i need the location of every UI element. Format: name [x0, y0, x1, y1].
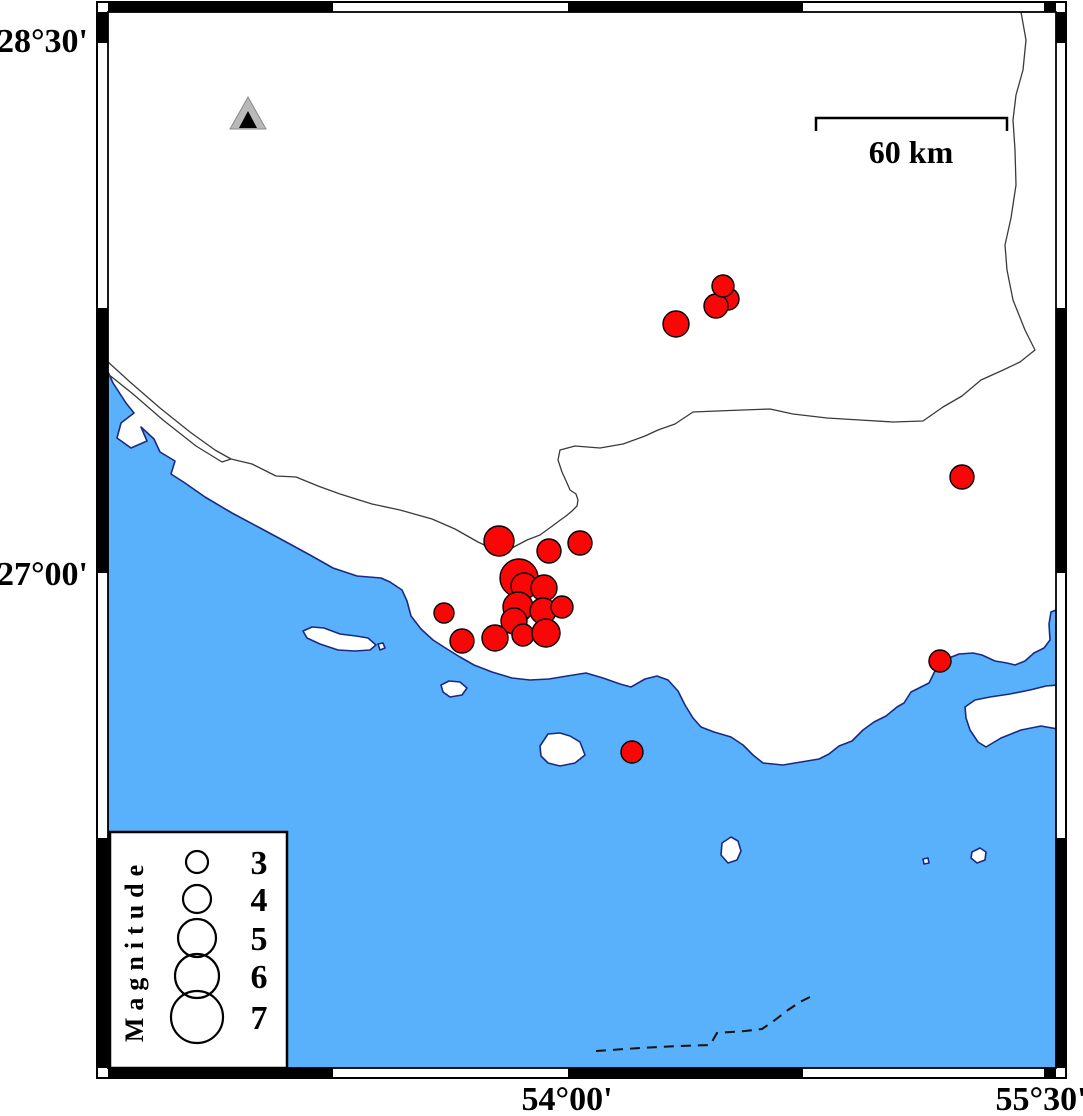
boundary-line [108, 12, 1036, 552]
legend-magnitude-label: 3 [251, 845, 268, 882]
scale-bar: 60 km [814, 116, 1009, 170]
frame-segment [1056, 838, 1066, 1068]
frame-segment [1056, 308, 1066, 573]
legend-magnitude-circle [169, 989, 225, 1045]
island [440, 680, 468, 698]
frame-segment [97, 12, 108, 43]
earthquake-marker [530, 574, 558, 602]
legend-magnitude-label: 7 [251, 1000, 268, 1037]
frame-segment [568, 1068, 803, 1078]
boundary-lines [108, 12, 1036, 552]
maritime-dashed-line [595, 996, 811, 1052]
frame-segment [108, 2, 333, 12]
island-long [964, 684, 1056, 748]
island [720, 836, 742, 864]
islands [302, 626, 1056, 865]
legend-magnitude-circle [176, 917, 218, 959]
lat-label-28-30: 28°30' [0, 23, 88, 60]
earthquake-marker [949, 464, 975, 490]
earthquake-marker [620, 740, 644, 764]
legend-magnitude-circle [184, 849, 210, 875]
lat-label-27-00: 27°00' [0, 556, 88, 593]
boundary-line-secondary [108, 373, 232, 463]
station-triangle-icon [229, 95, 267, 130]
earthquake-marker [531, 618, 561, 648]
earthquake-marker [711, 274, 735, 298]
islet [922, 857, 930, 865]
lon-label-54-00: 54°00' [521, 1081, 612, 1116]
earthquake-marker [481, 624, 509, 652]
earthquake-marker [511, 623, 535, 647]
scale-bar-label: 60 km [869, 134, 954, 170]
legend-magnitude-circle [181, 883, 213, 915]
legend-magnitude-circle [173, 952, 221, 1000]
earthquake-marker [433, 602, 455, 624]
earthquake-marker [662, 310, 690, 338]
tick-labels: 28°30' 27°00' 54°00' 55°30' [0, 23, 1083, 1116]
earthquake-marker [567, 530, 593, 556]
earthquake-marker [483, 525, 515, 557]
island [970, 847, 987, 864]
earthquake-marker [449, 628, 475, 654]
frame-segment [97, 308, 108, 573]
frame-segment [1044, 2, 1056, 12]
frame-segment [1044, 1068, 1056, 1078]
island [539, 732, 586, 767]
lon-label-55-30: 55°30' [995, 1081, 1083, 1116]
legend-magnitude-label: 5 [251, 921, 268, 958]
earthquake-marker [550, 595, 574, 619]
legend-magnitude-label: 6 [251, 959, 268, 996]
islet [377, 642, 386, 651]
frame-segment [1056, 12, 1066, 43]
legend-title: Magnitude [120, 858, 149, 1042]
island [302, 626, 377, 652]
frame-segment [568, 2, 803, 12]
map-frame [96, 1, 1067, 1079]
earthquake-markers [433, 274, 975, 764]
frame-segment [108, 1068, 333, 1078]
legend-magnitude-label: 4 [251, 882, 268, 919]
earthquake-marker [536, 538, 562, 564]
sea-area [108, 371, 1056, 1068]
earthquake-marker [928, 649, 952, 673]
frame-segment [97, 838, 108, 1068]
